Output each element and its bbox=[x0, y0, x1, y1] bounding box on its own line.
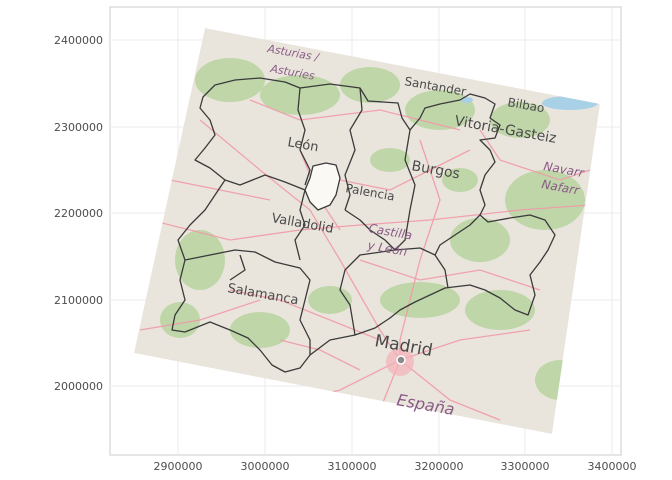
y-tick-label: 2300000 bbox=[54, 121, 103, 134]
y-tick-label: 2200000 bbox=[54, 207, 103, 220]
province-border-salamanca-avila bbox=[184, 249, 311, 355]
x-tick-label: 3100000 bbox=[328, 460, 377, 473]
y-tick-label: 2000000 bbox=[54, 380, 103, 393]
province-border-soria-east bbox=[434, 214, 481, 256]
y-tick-label: 2100000 bbox=[54, 294, 103, 307]
x-tick-label: 3400000 bbox=[588, 460, 637, 473]
y-tick-label: 2400000 bbox=[54, 34, 103, 47]
y-axis-labels: 2400000 2300000 2200000 2100000 2000000 bbox=[54, 34, 103, 393]
label-leon: León bbox=[286, 135, 319, 155]
province-border-palencia-burgos bbox=[344, 87, 363, 211]
x-tick-label: 3200000 bbox=[415, 460, 464, 473]
highlight-province bbox=[305, 163, 340, 210]
province-border-zamora-salamanca bbox=[229, 254, 246, 281]
castilla-y-leon-boundaries bbox=[171, 77, 556, 373]
province-border-valladolid-segovia bbox=[339, 209, 396, 336]
x-tick-label: 3300000 bbox=[501, 460, 550, 473]
label-nafarroa: Nafarr bbox=[540, 177, 581, 198]
x-axis-labels: 2900000 3000000 3100000 3200000 3300000 … bbox=[154, 460, 637, 473]
road-network bbox=[139, 99, 591, 431]
x-tick-label: 3000000 bbox=[241, 460, 290, 473]
madrid-city-marker bbox=[396, 355, 406, 365]
province-border-highlight bbox=[304, 162, 341, 211]
region-outer-boundary bbox=[171, 77, 556, 373]
x-tick-label: 2900000 bbox=[154, 460, 203, 473]
province-border-burgos-soria bbox=[394, 129, 416, 251]
label-bilbao: Bilbao bbox=[506, 95, 545, 115]
province-border-leon-palencia bbox=[297, 87, 311, 186]
